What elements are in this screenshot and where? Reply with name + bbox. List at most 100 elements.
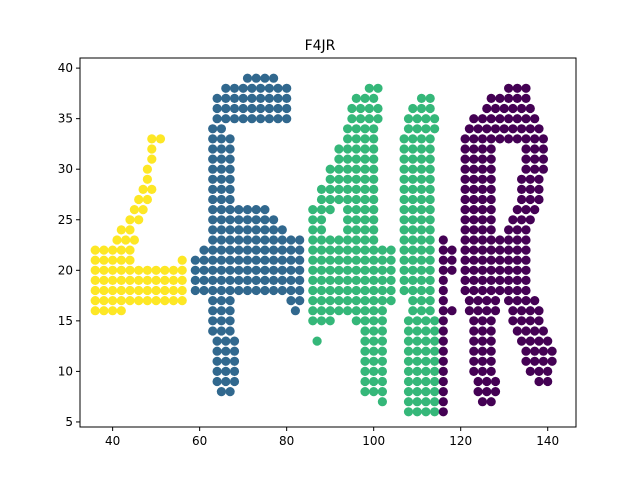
- data-point: [447, 306, 457, 316]
- data-point: [521, 245, 531, 255]
- data-point: [334, 184, 344, 194]
- data-point: [525, 316, 535, 326]
- data-point: [512, 83, 522, 93]
- data-point: [438, 366, 448, 376]
- data-point: [490, 306, 501, 316]
- data-point: [351, 184, 361, 194]
- data-point: [99, 306, 109, 316]
- data-point: [377, 275, 387, 285]
- data-point: [538, 356, 549, 366]
- data-point: [225, 194, 235, 205]
- data-point: [517, 215, 527, 225]
- data-point: [408, 174, 418, 184]
- data-point: [334, 245, 344, 255]
- data-point: [521, 326, 531, 336]
- data-point: [408, 306, 418, 316]
- data-point: [477, 184, 488, 194]
- data-point: [521, 235, 531, 245]
- data-point: [351, 265, 361, 275]
- data-point: [234, 215, 244, 225]
- data-point: [517, 184, 527, 194]
- data-point: [360, 306, 370, 316]
- data-point: [512, 225, 522, 235]
- data-point: [399, 194, 409, 205]
- data-point: [208, 235, 218, 245]
- data-point: [251, 265, 261, 275]
- data-point: [277, 225, 287, 235]
- data-point: [277, 275, 287, 285]
- data-point: [369, 306, 379, 316]
- data-point: [199, 265, 209, 275]
- data-point: [521, 164, 531, 174]
- data-point: [256, 114, 266, 124]
- data-point: [530, 154, 540, 164]
- data-point: [242, 215, 253, 225]
- data-point: [547, 346, 557, 356]
- data-point: [216, 387, 226, 397]
- data-point: [360, 215, 370, 225]
- data-point: [134, 275, 144, 285]
- data-point: [521, 205, 531, 215]
- data-point: [216, 205, 226, 215]
- data-point: [125, 275, 135, 285]
- data-point: [134, 194, 144, 205]
- data-point: [125, 285, 135, 296]
- data-point: [369, 336, 379, 346]
- data-point: [142, 296, 152, 306]
- data-point: [160, 296, 170, 306]
- data-point: [216, 134, 226, 144]
- data-point: [151, 265, 161, 275]
- data-point: [343, 205, 353, 215]
- data-point: [504, 255, 514, 265]
- data-point: [247, 83, 257, 93]
- data-point: [460, 235, 470, 245]
- data-point: [504, 245, 514, 255]
- data-point: [242, 265, 253, 275]
- data-point: [216, 215, 226, 225]
- data-point: [216, 306, 226, 316]
- data-point: [108, 296, 118, 306]
- data-point: [316, 194, 327, 205]
- data-point: [534, 376, 544, 387]
- data-point: [225, 164, 235, 174]
- data-point: [190, 275, 200, 285]
- data-point: [351, 93, 361, 103]
- data-point: [325, 205, 335, 215]
- data-point: [477, 356, 488, 366]
- data-point: [512, 93, 522, 103]
- data-point: [316, 275, 327, 285]
- data-point: [360, 387, 370, 397]
- data-point: [90, 275, 100, 285]
- data-point: [90, 255, 100, 265]
- data-point: [360, 326, 370, 336]
- data-point: [430, 407, 440, 417]
- data-point: [260, 225, 270, 235]
- data-point: [525, 336, 535, 346]
- data-point: [199, 255, 209, 265]
- data-point: [251, 285, 261, 296]
- data-point: [438, 356, 448, 366]
- data-point: [438, 296, 448, 306]
- data-point: [343, 306, 353, 316]
- data-point: [134, 296, 144, 306]
- data-point: [469, 336, 479, 346]
- data-point: [486, 164, 496, 174]
- data-point: [543, 336, 553, 346]
- data-point: [525, 103, 535, 114]
- data-point: [438, 336, 448, 346]
- data-point: [269, 265, 279, 275]
- data-point: [290, 306, 300, 316]
- data-point: [325, 235, 335, 245]
- y-tick-label: 5: [65, 415, 73, 429]
- data-point: [229, 356, 240, 366]
- data-point: [138, 184, 148, 194]
- data-point: [325, 285, 335, 296]
- data-point: [425, 134, 435, 144]
- data-point: [495, 114, 505, 124]
- y-tick-label: 15: [58, 314, 73, 328]
- data-point: [208, 174, 218, 184]
- data-point: [360, 255, 370, 265]
- data-point: [295, 296, 305, 306]
- data-point: [208, 285, 218, 296]
- data-point: [421, 376, 431, 387]
